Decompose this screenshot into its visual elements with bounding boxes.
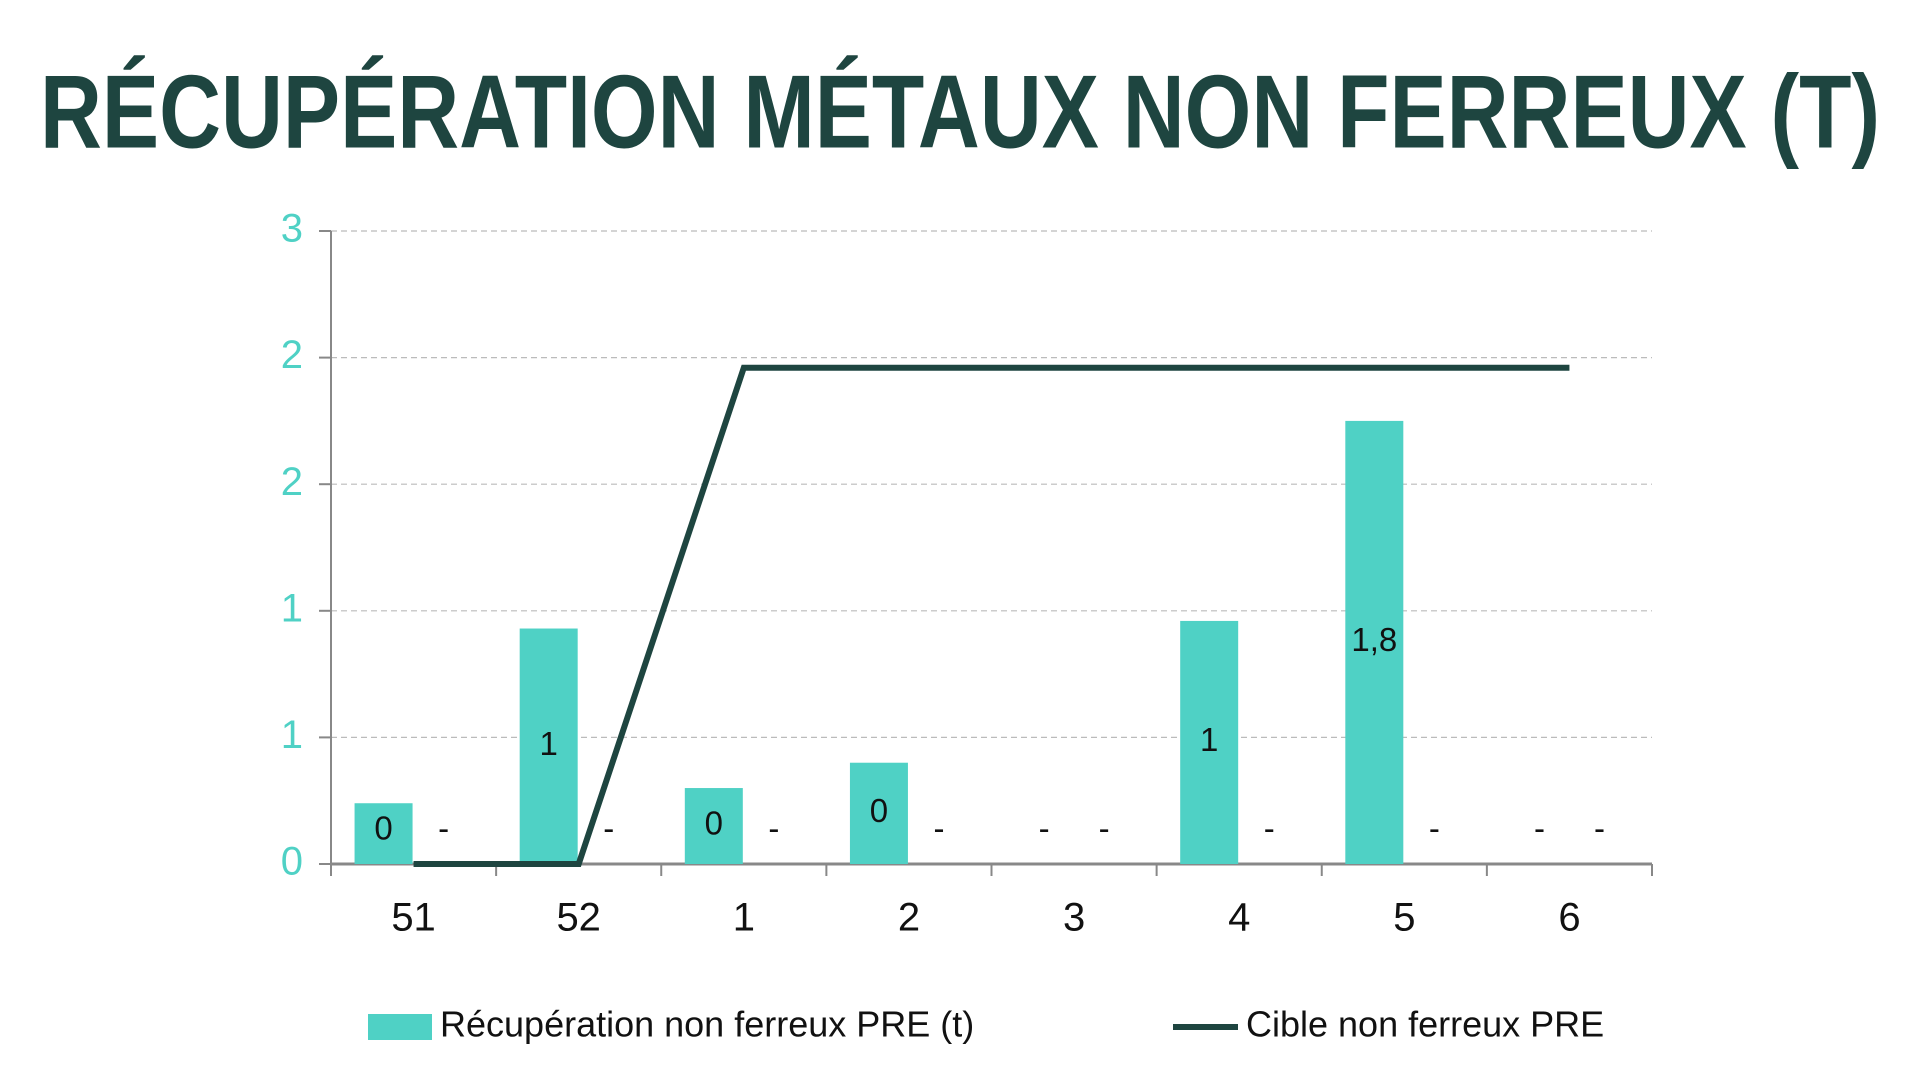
data-label: - (1264, 810, 1275, 847)
x-tick-label: 52 (556, 896, 601, 940)
legend-label: Cible non ferreux PRE (1246, 1004, 1604, 1045)
data-label: - (1534, 810, 1545, 847)
data-label: - (768, 810, 779, 847)
bar (849, 762, 908, 864)
x-tick-label: 6 (1558, 896, 1580, 940)
x-tick-label: 3 (1063, 896, 1085, 940)
data-label: - (933, 810, 944, 847)
chart-title: RÉCUPÉRATION MÉTAUX NON FERREUX (T) (40, 54, 1880, 170)
y-tick-label: 3 (281, 207, 303, 251)
x-tick-label: 1 (733, 896, 755, 940)
bar (1345, 420, 1404, 864)
x-tick-label: 2 (898, 896, 920, 940)
line (413, 364, 1570, 867)
data-label: - (1429, 810, 1440, 847)
legend-swatch (368, 1014, 432, 1040)
data-label: - (1099, 810, 1110, 847)
y-tick-label: 0 (281, 840, 303, 884)
data-label: 0 (705, 805, 723, 842)
bar (1180, 620, 1239, 864)
legend-label: Récupération non ferreux PRE (t) (440, 1004, 974, 1045)
data-label: - (603, 810, 614, 847)
bar (684, 788, 743, 864)
data-label: 0 (374, 810, 392, 847)
data-label: - (1594, 810, 1605, 847)
x-tick-label: 5 (1393, 896, 1415, 940)
y-tick-label: 1 (281, 713, 303, 757)
x-tick-label: 4 (1228, 896, 1250, 940)
data-label: 1 (540, 725, 558, 762)
y-tick-label: 2 (281, 460, 303, 504)
data-label: - (1039, 810, 1050, 847)
bar (354, 803, 413, 864)
y-tick-label: 1 (281, 586, 303, 630)
data-label: 0 (870, 792, 888, 829)
x-tick-label: 51 (391, 896, 436, 940)
data-label: 1 (1200, 721, 1218, 758)
y-tick-label: 2 (281, 333, 303, 377)
data-label: 1,8 (1351, 621, 1397, 658)
bar (519, 628, 578, 864)
data-label: - (438, 810, 449, 847)
